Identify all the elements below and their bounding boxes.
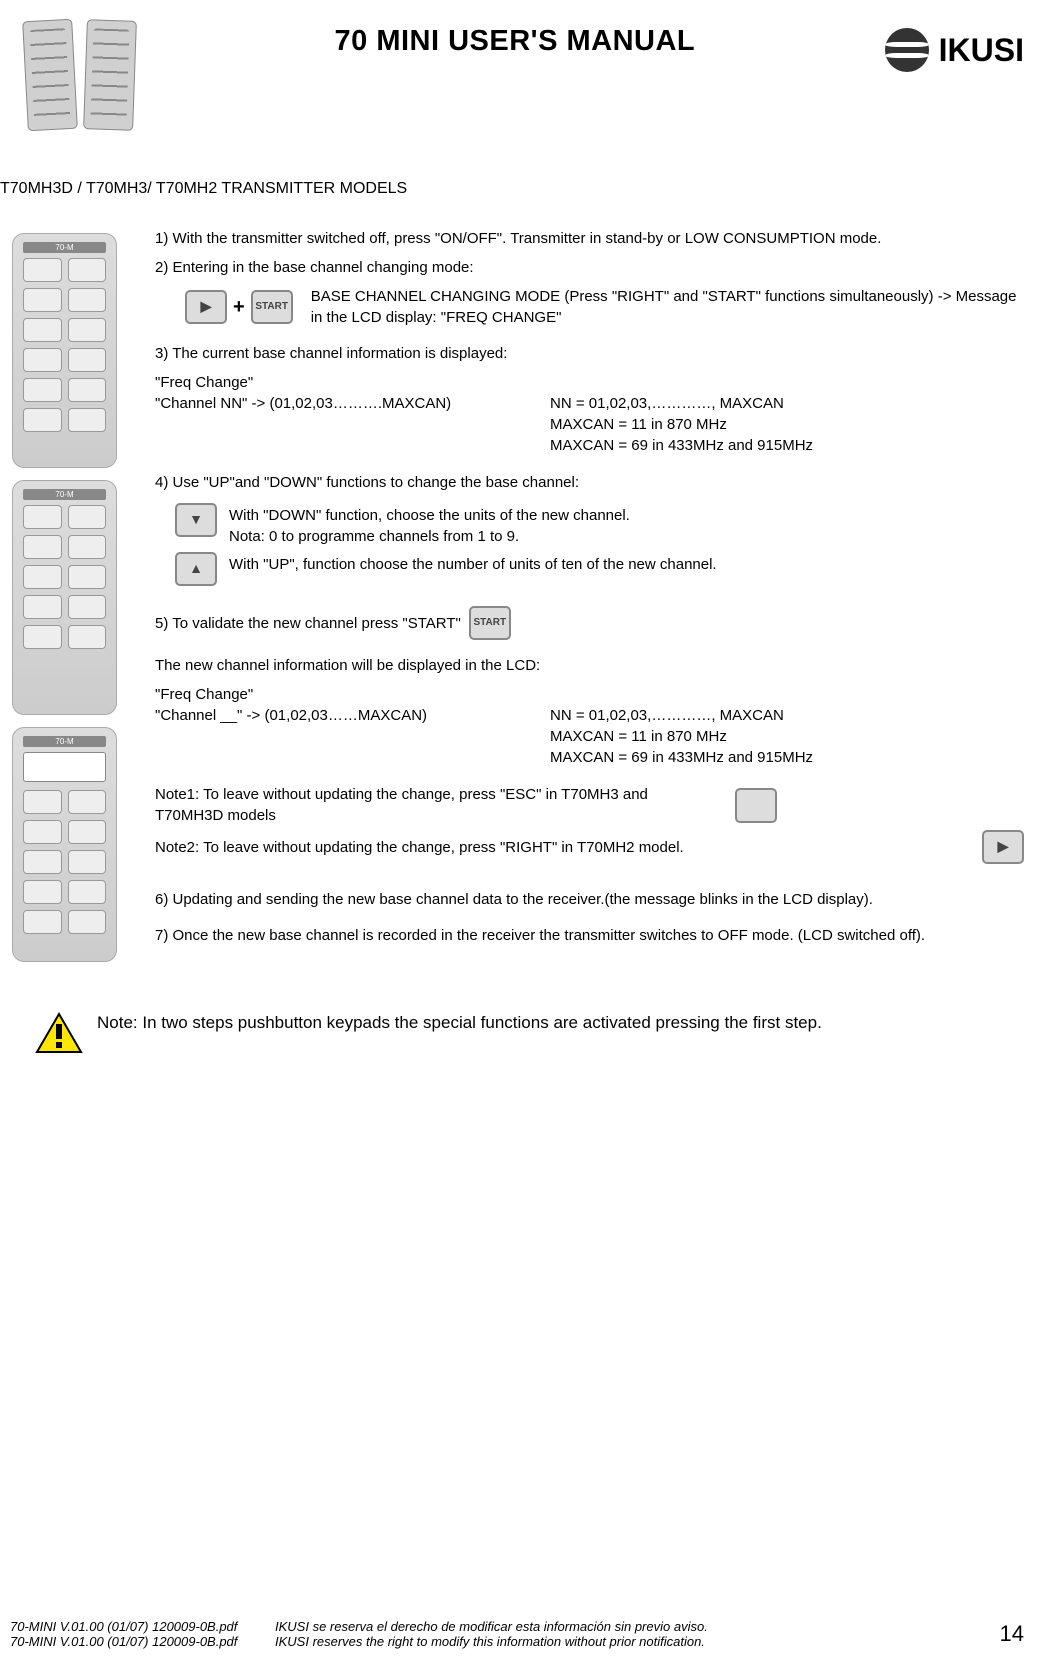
page-header: 70 MINI USER'S MANUAL IKUSI: [0, 20, 1024, 130]
freq1-line-c3: MAXCAN = 69 in 433MHz and 915MHz: [550, 435, 1024, 456]
freq1-line-c2: MAXCAN = 11 in 870 MHz: [550, 414, 1024, 435]
freq2-line-a: "Freq Change": [155, 684, 550, 705]
step-7: 7) Once the new base channel is recorded…: [155, 925, 1024, 946]
footer-file-2: 70-MINI V.01.00 (01/07) 120009-0B.pdf: [10, 1634, 275, 1649]
step-5-after: The new channel information will be disp…: [155, 655, 1024, 676]
freq2-line-c3: MAXCAN = 69 in 433MHz and 915MHz: [550, 747, 1024, 768]
page-footer: 70-MINI V.01.00 (01/07) 120009-0B.pdf 70…: [0, 1619, 1024, 1649]
remote-illustration-3: 70-M: [12, 727, 117, 962]
up-key-icon: [175, 552, 217, 586]
logo-icon: [885, 28, 929, 72]
freq1-line-c1: NN = 01,02,03,…………, MAXCAN: [550, 393, 1024, 414]
remote-illustration-2: 70-M: [12, 480, 117, 715]
remote-thumbnail-2: [83, 19, 137, 131]
start-key-icon: START: [251, 290, 293, 324]
note-1-row: Note1: To leave without updating the cha…: [155, 784, 1024, 826]
step-1: 1) With the transmitter switched off, pr…: [155, 228, 1024, 249]
start-key-icon-2: START: [469, 606, 511, 640]
freq-block-2: "Freq Change" "Channel __" -> (01,02,03……: [155, 684, 1024, 768]
warning-text: Note: In two steps pushbutton keypads th…: [97, 1009, 822, 1035]
step-6: 6) Updating and sending the new base cha…: [155, 889, 1024, 910]
remote-label: 70-M: [23, 736, 106, 747]
step-4-down-1: With "DOWN" function, choose the units o…: [229, 505, 630, 526]
remote-illustration-1: 70-M: [12, 233, 117, 468]
footer-disclaimer-en: IKUSI reserves the right to modify this …: [275, 1634, 1000, 1649]
step-4-down-2: Nota: 0 to programme channels from 1 to …: [229, 526, 630, 547]
step-2-detail: BASE CHANNEL CHANGING MODE (Press "RIGHT…: [311, 286, 1024, 328]
note-2: Note2: To leave without updating the cha…: [155, 837, 962, 858]
remote-label: 70-M: [23, 242, 106, 253]
step-5: 5) To validate the new channel press "ST…: [155, 613, 461, 634]
footer-file-1: 70-MINI V.01.00 (01/07) 120009-0B.pdf: [10, 1619, 275, 1634]
warning-note: Note: In two steps pushbutton keypads th…: [0, 1009, 1024, 1054]
freq2-line-c2: MAXCAN = 11 in 870 MHz: [550, 726, 1024, 747]
step-5-row: 5) To validate the new channel press "ST…: [155, 606, 1024, 640]
freq1-line-b: "Channel NN" -> (01,02,03……….MAXCAN): [155, 393, 550, 414]
down-function-row: With "DOWN" function, choose the units o…: [175, 501, 1024, 547]
step-2-keys: + START BASE CHANNEL CHANGING MODE (Pres…: [185, 286, 1024, 328]
warning-icon: [35, 1012, 83, 1054]
note-1: Note1: To leave without updating the cha…: [155, 784, 715, 826]
freq1-line-a: "Freq Change": [155, 372, 550, 393]
remote-thumbnail-1: [22, 19, 78, 131]
instructions-body: 1) With the transmitter switched off, pr…: [155, 228, 1024, 954]
step-4: 4) Use "UP"and "DOWN" functions to chang…: [155, 472, 1024, 493]
page-number: 14: [1000, 1621, 1024, 1649]
note-2-row: Note2: To leave without updating the cha…: [155, 830, 1024, 864]
up-function-row: With "UP", function choose the number of…: [175, 550, 1024, 586]
freq2-line-c1: NN = 01,02,03,…………, MAXCAN: [550, 705, 1024, 726]
down-key-icon: [175, 503, 217, 537]
manual-title: 70 MINI USER'S MANUAL: [145, 25, 885, 58]
plus-icon: +: [233, 293, 245, 321]
right-key-icon: [185, 290, 227, 324]
freq2-line-b: "Channel __" -> (01,02,03……MAXCAN): [155, 705, 550, 726]
esc-key-icon: [735, 788, 777, 823]
freq-block-1: "Freq Change" "Channel NN" -> (01,02,03……: [155, 372, 1024, 456]
right-key-icon-2: [982, 830, 1024, 864]
step-4-up: With "UP", function choose the number of…: [229, 550, 717, 575]
section-heading: T70MH3D / T70MH3/ T70MH2 TRANSMITTER MOD…: [0, 180, 1024, 198]
step-2: 2) Entering in the base channel changing…: [155, 257, 1024, 278]
brand-name: IKUSI: [939, 32, 1024, 69]
step-3: 3) The current base channel information …: [155, 343, 1024, 364]
side-illustrations: 70-M 70-M 70-M: [0, 228, 155, 974]
brand-logo: IKUSI: [885, 20, 1024, 72]
footer-disclaimer-es: IKUSI se reserva el derecho de modificar…: [275, 1619, 1000, 1634]
remote-label: 70-M: [23, 489, 106, 500]
